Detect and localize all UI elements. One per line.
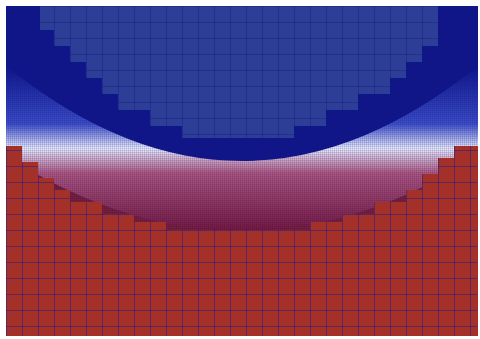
coarse-high-mesh — [6, 146, 478, 336]
mesh-plot — [6, 6, 478, 336]
fine-mesh-overlay — [6, 6, 478, 230]
mesh-canvas — [6, 6, 478, 336]
coarse-low-mesh — [40, 6, 438, 138]
